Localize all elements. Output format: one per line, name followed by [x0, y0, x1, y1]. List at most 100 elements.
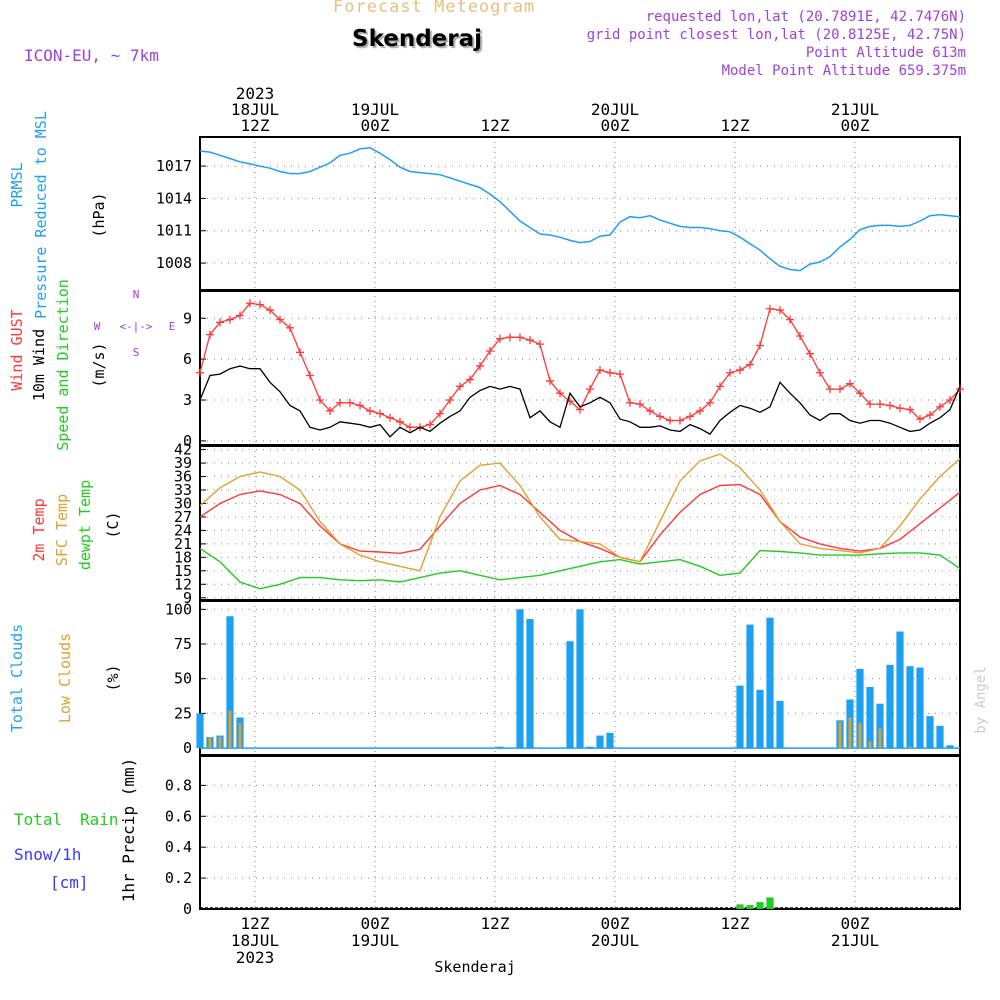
- gust-marker: [506, 333, 514, 342]
- y-tick-label: 1008: [156, 254, 192, 272]
- y-tick-label: 0.4: [165, 838, 192, 856]
- y-tick-label: 33: [174, 481, 192, 499]
- bottom-time-label: 00Z: [841, 914, 870, 933]
- low-cloud-bar: [208, 736, 212, 749]
- low-cloud-bar: [878, 728, 882, 749]
- rain-label: Rain: [80, 810, 119, 829]
- gust-marker: [546, 376, 554, 385]
- y-tick-label: 1017: [156, 157, 192, 175]
- gust-marker: [326, 406, 334, 415]
- gust-marker: [196, 368, 204, 377]
- gust-marker: [766, 304, 774, 313]
- total-label: Total: [14, 810, 62, 829]
- compass-arrow: <-|->: [119, 320, 152, 333]
- compass-s: S: [133, 346, 140, 359]
- gust-marker: [916, 415, 924, 424]
- y-tick-label: 24: [174, 521, 192, 539]
- gust-marker: [836, 385, 844, 394]
- precip-unit: 1hr Precip (mm): [119, 758, 138, 903]
- y-tick-label: 0: [183, 900, 192, 918]
- total-cloud-bar: [226, 616, 234, 749]
- total-cloud-bar: [866, 687, 874, 749]
- total-cloud-bar: [906, 666, 914, 749]
- bottom-time-label: 19JUL: [351, 931, 399, 950]
- gust-marker: [726, 368, 734, 377]
- low-cloud-bar: [858, 723, 862, 749]
- y-tick-label: 27: [174, 508, 192, 526]
- panel-frame: [199, 755, 961, 910]
- rain-bar: [766, 897, 774, 909]
- y-tick-label: 0.8: [165, 776, 192, 794]
- gust-marker: [346, 398, 354, 407]
- top-time-label: 00Z: [841, 116, 870, 135]
- gust-marker: [216, 318, 224, 327]
- gust-marker: [496, 334, 504, 343]
- total-cloud-bar: [876, 703, 884, 749]
- low-cloud-bar: [848, 717, 852, 749]
- gust-marker: [866, 400, 874, 409]
- top-time-label: 2023: [236, 84, 275, 103]
- gust-marker: [406, 423, 414, 432]
- gust-marker: [636, 400, 644, 409]
- y-tick-label: 6: [183, 350, 192, 368]
- gust-marker: [936, 402, 944, 411]
- low-clouds-label: Low Clouds: [56, 633, 74, 723]
- gust-marker: [556, 389, 564, 398]
- gust-marker: [756, 341, 764, 350]
- low-cloud-bar: [868, 741, 872, 749]
- bottom-time-label: 00Z: [601, 914, 630, 933]
- gust-marker: [896, 404, 904, 413]
- y-tick-label: 9: [183, 309, 192, 327]
- gust-marker: [876, 400, 884, 409]
- dew-label: dewpt Temp: [76, 480, 94, 570]
- bottom-time-label: 2023: [236, 948, 275, 967]
- panel-frame: [199, 290, 961, 446]
- pressure-unit: (hPa): [90, 192, 108, 237]
- gust-marker: [466, 375, 474, 384]
- rain-bar: [746, 905, 754, 909]
- gust-marker: [446, 396, 454, 405]
- total-clouds-label: Total Clouds: [8, 624, 26, 732]
- total-cloud-bar: [596, 735, 604, 749]
- gust-marker: [206, 330, 214, 339]
- total-cloud-bar: [746, 624, 754, 749]
- top-time-label: 20JUL: [591, 100, 639, 119]
- gust-marker: [846, 379, 854, 388]
- clouds-unit: (%): [104, 664, 122, 691]
- top-time-label: 12Z: [481, 116, 510, 135]
- gust-marker: [806, 349, 814, 358]
- total-cloud-bar: [936, 725, 944, 749]
- watermark: by Angel: [973, 666, 989, 733]
- gust-marker: [316, 396, 324, 405]
- total-cloud-bar: [526, 619, 534, 749]
- gust-marker: [596, 366, 604, 375]
- gust-marker: [456, 382, 464, 391]
- temp-line-3: [199, 547, 961, 590]
- total-cloud-bar: [576, 609, 584, 749]
- y-tick-label: 75: [174, 635, 192, 653]
- top-time-label: 18JUL: [231, 100, 279, 119]
- top-time-label: 00Z: [361, 116, 390, 135]
- gust-marker: [886, 401, 894, 410]
- wind-unit: (m/s): [90, 342, 108, 387]
- y-tick-label: 1011: [156, 222, 192, 240]
- model-altitude: Model Point Altitude 659.375m: [721, 63, 966, 79]
- temp-line-2: [199, 453, 961, 572]
- y-tick-label: 50: [174, 670, 192, 688]
- gust-marker: [686, 412, 694, 421]
- y-tick-label: 0.6: [165, 807, 192, 825]
- gust-marker: [796, 331, 804, 340]
- footer-location: Skenderaj: [434, 958, 515, 976]
- gust-marker: [666, 416, 674, 425]
- gust-marker: [286, 323, 294, 332]
- gust-marker: [226, 315, 234, 324]
- gust-marker: [336, 398, 344, 407]
- gust-marker: [516, 333, 524, 342]
- panel-frame: [199, 136, 961, 291]
- requested-coords: requested lon,lat (20.7891E, 42.7476N): [645, 9, 966, 25]
- gust-marker: [436, 409, 444, 418]
- temp-line-1: [199, 483, 961, 563]
- total-cloud-bar: [606, 732, 614, 749]
- top-time-label: 19JUL: [351, 100, 399, 119]
